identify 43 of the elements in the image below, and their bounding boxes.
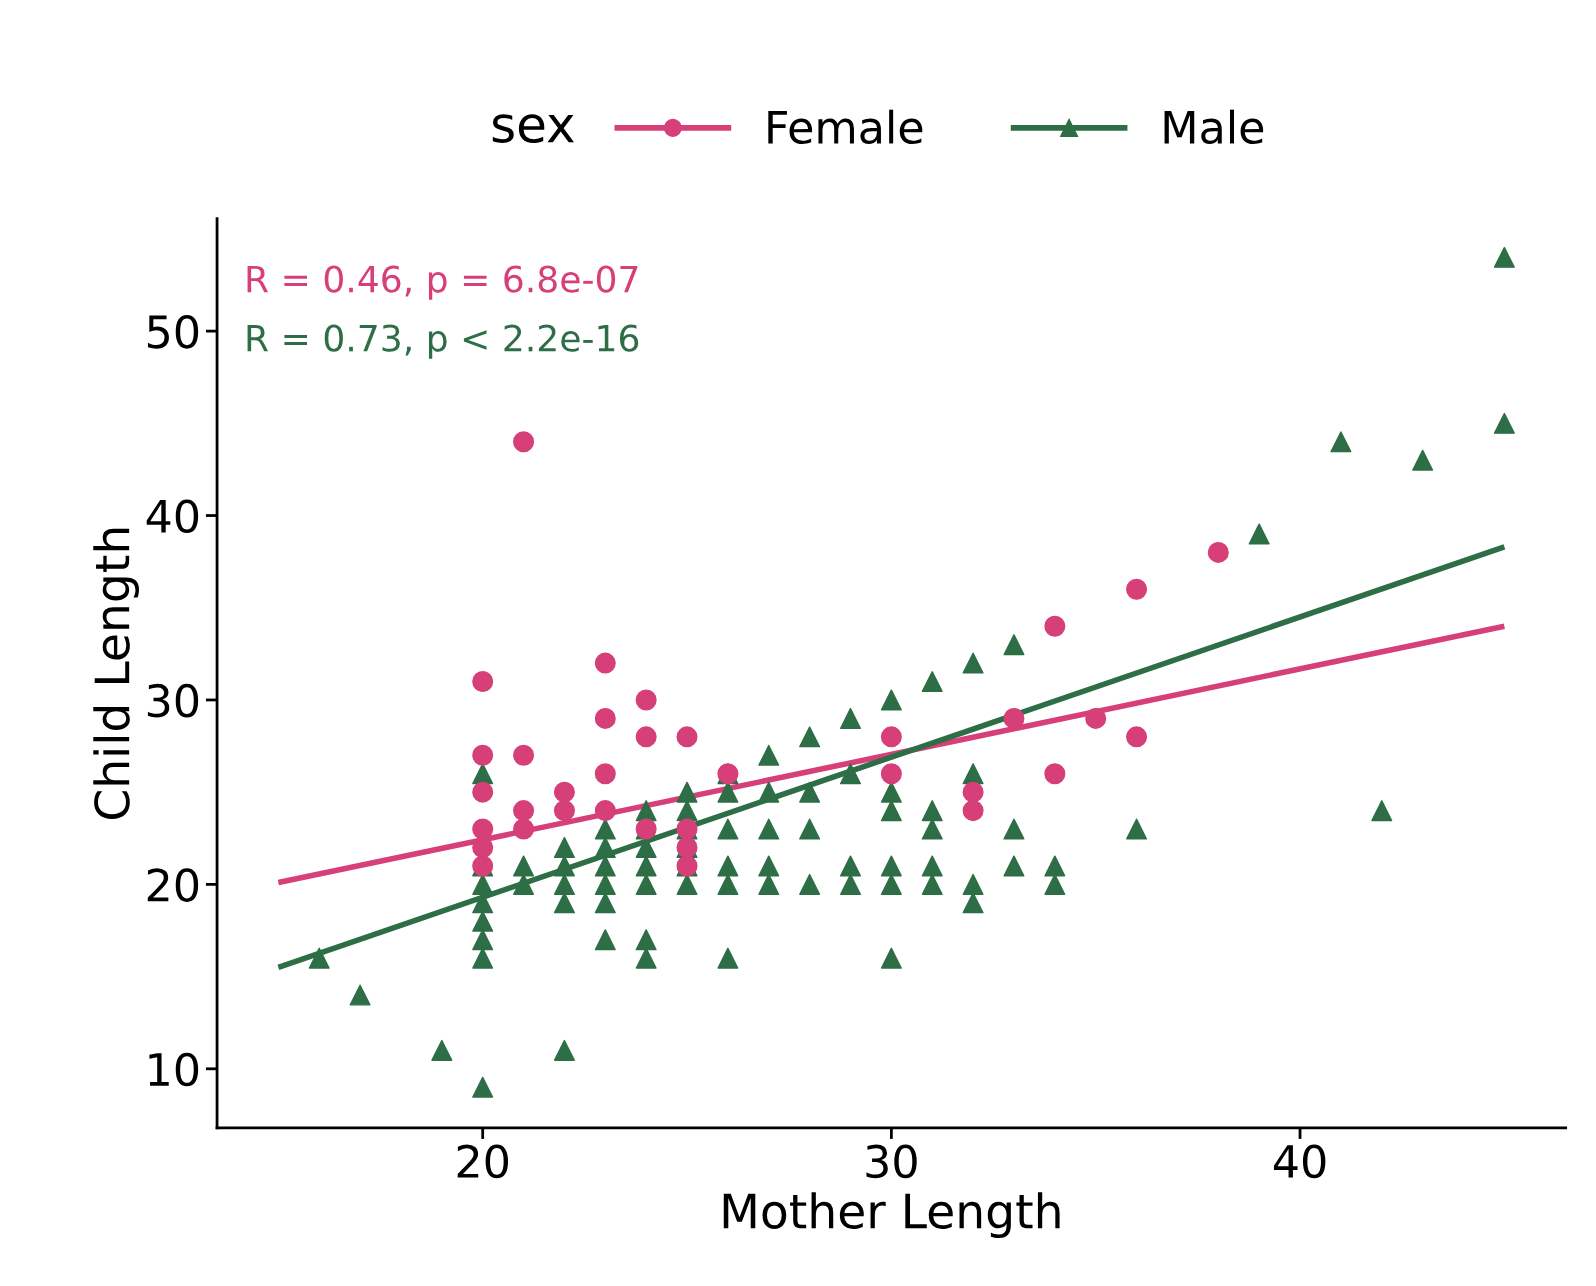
point (880, 726, 902, 748)
point (1003, 707, 1025, 729)
point (1085, 707, 1107, 729)
point (513, 818, 535, 840)
y-tick-label: 20 (147, 868, 199, 902)
point (635, 726, 657, 748)
point (513, 800, 535, 822)
point (1126, 578, 1148, 600)
point (472, 671, 494, 693)
point (635, 689, 657, 711)
x-tick-label: 40 (1273, 1144, 1326, 1179)
annotation: R = 0.73, p < 2.2e-16 (247, 324, 639, 359)
y-tick-label: 30 (147, 683, 199, 718)
x-tick-label: 30 (866, 1144, 917, 1179)
point (1044, 615, 1066, 637)
y-tick-label: 50 (147, 315, 199, 349)
point (594, 707, 616, 729)
point (676, 726, 698, 748)
point (962, 800, 984, 822)
x-axis-title: Mother Length (723, 1192, 1060, 1239)
point (880, 763, 902, 785)
y-tick-label: 10 (149, 1052, 199, 1087)
point (513, 744, 535, 766)
annotation: R = 0.46, p = 6.8e-07 (247, 265, 638, 300)
y-tick-label: 40 (146, 499, 199, 534)
x-tick-label: 20 (457, 1144, 509, 1179)
point (1207, 541, 1229, 563)
point (472, 818, 494, 840)
point (472, 781, 494, 803)
point (513, 431, 535, 453)
point (594, 763, 616, 785)
point (594, 652, 616, 674)
legend-label: Female (768, 109, 923, 145)
legend-title: sex (492, 114, 574, 143)
point (472, 744, 494, 766)
point (1044, 763, 1066, 785)
y-axis-title: Child Length (93, 528, 139, 820)
point (594, 800, 616, 822)
point (553, 800, 575, 822)
point (1126, 726, 1148, 748)
legend-label: Male (1164, 109, 1264, 145)
point (553, 781, 575, 803)
point (962, 781, 984, 803)
